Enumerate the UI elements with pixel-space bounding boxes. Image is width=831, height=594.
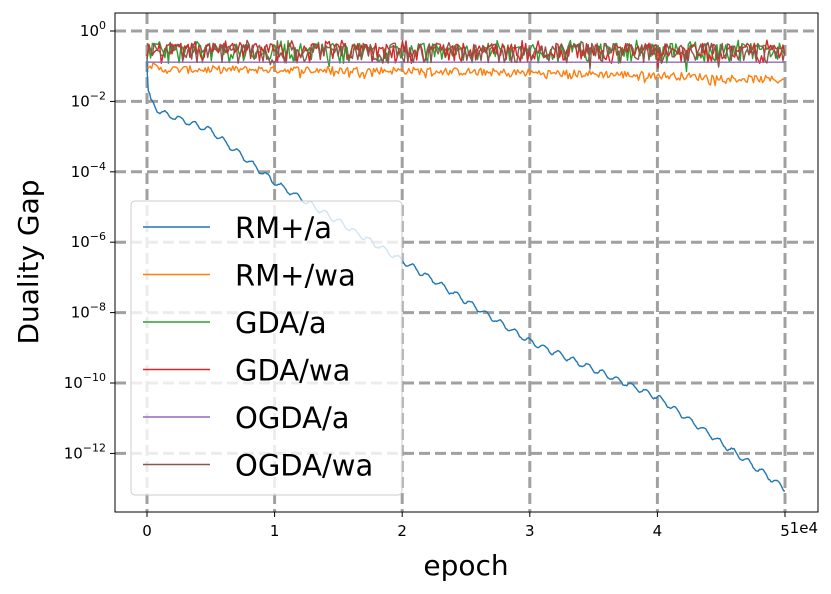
legend-entry-ogda-wa: OGDA/wa — [143, 449, 373, 483]
legend-entry-rm-plus-a: RM+/a — [143, 211, 332, 245]
x-tick-label: 5 — [780, 522, 790, 540]
y-tick-label: 10−6 — [71, 230, 106, 251]
y-tick-label: 10−10 — [64, 371, 106, 392]
legend-label: RM+/wa — [235, 259, 356, 293]
ogda-wa-line — [146, 39, 786, 70]
y-tick-label: 10−4 — [71, 160, 106, 181]
series-lines — [146, 39, 786, 492]
legend-label: GDA/wa — [235, 354, 350, 388]
plot-frame — [114, 12, 819, 513]
y-axis-ticks: 100 10−2 10−4 10−6 10−8 10−10 10−12 — [64, 19, 115, 462]
y-tick-label: 10−12 — [64, 441, 106, 462]
x-offset-label: 1e4 — [790, 519, 818, 537]
y-tick-label: 10−8 — [71, 301, 106, 322]
x-tick-label: 3 — [525, 522, 535, 540]
y-tick-label: 100 — [80, 19, 106, 40]
legend-label: RM+/a — [235, 211, 332, 245]
x-tick-label: 4 — [653, 522, 663, 540]
x-axis-label: epoch — [423, 549, 508, 582]
legend-entry-ogda-a: OGDA/a — [143, 401, 350, 435]
x-tick-label: 0 — [142, 522, 152, 540]
legend-label: OGDA/wa — [235, 449, 373, 483]
y-axis-label: Duality Gap — [12, 179, 45, 344]
rm-plus-a-line — [146, 54, 785, 492]
legend-label: OGDA/a — [235, 401, 350, 435]
y-tick-label: 10−2 — [71, 89, 106, 110]
legend-entry-rm-plus-wa: RM+/wa — [143, 259, 356, 293]
legend-entry-gda-a: GDA/a — [143, 306, 327, 340]
legend-entry-gda-wa: GDA/wa — [143, 354, 350, 388]
rm-plus-wa-line — [146, 62, 785, 87]
x-tick-label: 1 — [270, 522, 280, 540]
legend: RM+/a RM+/wa GDA/a GDA/wa OGDA/a OGDA/wa — [130, 200, 403, 496]
legend-label: GDA/a — [235, 306, 327, 340]
x-axis-ticks: 0 1 2 3 4 5 — [142, 512, 790, 540]
x-tick-label: 2 — [397, 522, 407, 540]
